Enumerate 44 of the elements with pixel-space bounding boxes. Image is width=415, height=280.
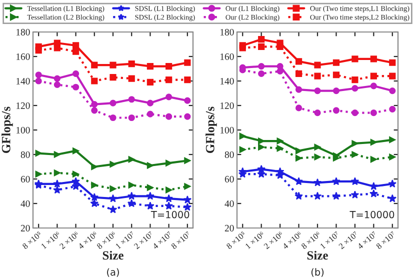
x-tick-label: 4 ×10⁶ bbox=[282, 231, 302, 250]
y-tick-label: 80 bbox=[224, 151, 234, 158]
x-tick-label: 1 ×10⁷ bbox=[320, 231, 340, 250]
y-tick-label: 40 bbox=[224, 200, 234, 207]
text: (a) bbox=[107, 268, 119, 277]
annotation: T=1000 bbox=[150, 210, 190, 218]
y-tick-label: 60 bbox=[224, 176, 234, 182]
y-axis-title: GFlops/s bbox=[2, 106, 13, 154]
y-tick-label: 140 bbox=[220, 78, 234, 84]
x-tick-label: 8 ×10⁶ bbox=[96, 231, 116, 250]
x-tick-label: 8 ×10⁵ bbox=[22, 231, 42, 250]
x-tick-label: 8 ×10⁵ bbox=[226, 231, 246, 250]
x-axis-title: Size bbox=[102, 250, 124, 260]
x-tick-label: 2 ×10⁷ bbox=[134, 231, 154, 250]
y-tick-label: 120 bbox=[16, 102, 30, 109]
x-tick-label: 8 ×10⁶ bbox=[300, 231, 321, 250]
y-tick-label: 100 bbox=[16, 126, 30, 134]
y-tick-label: 40 bbox=[20, 200, 30, 207]
text: (b) bbox=[311, 268, 324, 277]
annotation: T=10000 bbox=[350, 210, 394, 218]
y-tick-label: 100 bbox=[220, 126, 234, 134]
y-tick-label: 20 bbox=[20, 224, 30, 232]
x-tick-label: 2 ×10⁶ bbox=[263, 231, 284, 250]
x-tick-label: 4 ×10⁷ bbox=[152, 231, 172, 250]
y-axis-title: GFlops/s bbox=[206, 106, 217, 154]
x-tick-label: 2 ×10⁷ bbox=[338, 231, 358, 250]
y-tick-label: 20 bbox=[224, 224, 234, 232]
x-tick-label: 4 ×10⁷ bbox=[356, 231, 378, 250]
x-tick-label: 8 ×10⁷ bbox=[170, 231, 191, 250]
y-tick-label: 180 bbox=[220, 28, 234, 36]
y-tick-label: 80 bbox=[20, 151, 30, 158]
y-tick-label: 180 bbox=[16, 28, 30, 36]
x-tick-label: 1 ×10⁷ bbox=[115, 231, 136, 250]
y-tick-label: 120 bbox=[220, 102, 234, 109]
x-tick-label: 1 ×10⁶ bbox=[40, 231, 61, 250]
x-tick-label: 4 ×10⁶ bbox=[78, 231, 98, 250]
y-tick-label: 140 bbox=[16, 78, 30, 84]
y-tick-label: 160 bbox=[220, 53, 234, 60]
x-tick-label: 8 ×10⁷ bbox=[376, 231, 396, 250]
x-tick-label: 1 ×10⁶ bbox=[245, 231, 265, 250]
x-axis-title: Size bbox=[307, 250, 328, 260]
y-tick-label: 160 bbox=[16, 53, 30, 60]
y-tick-label: 60 bbox=[20, 176, 30, 182]
x-tick-label: 2 ×10⁶ bbox=[59, 231, 80, 250]
